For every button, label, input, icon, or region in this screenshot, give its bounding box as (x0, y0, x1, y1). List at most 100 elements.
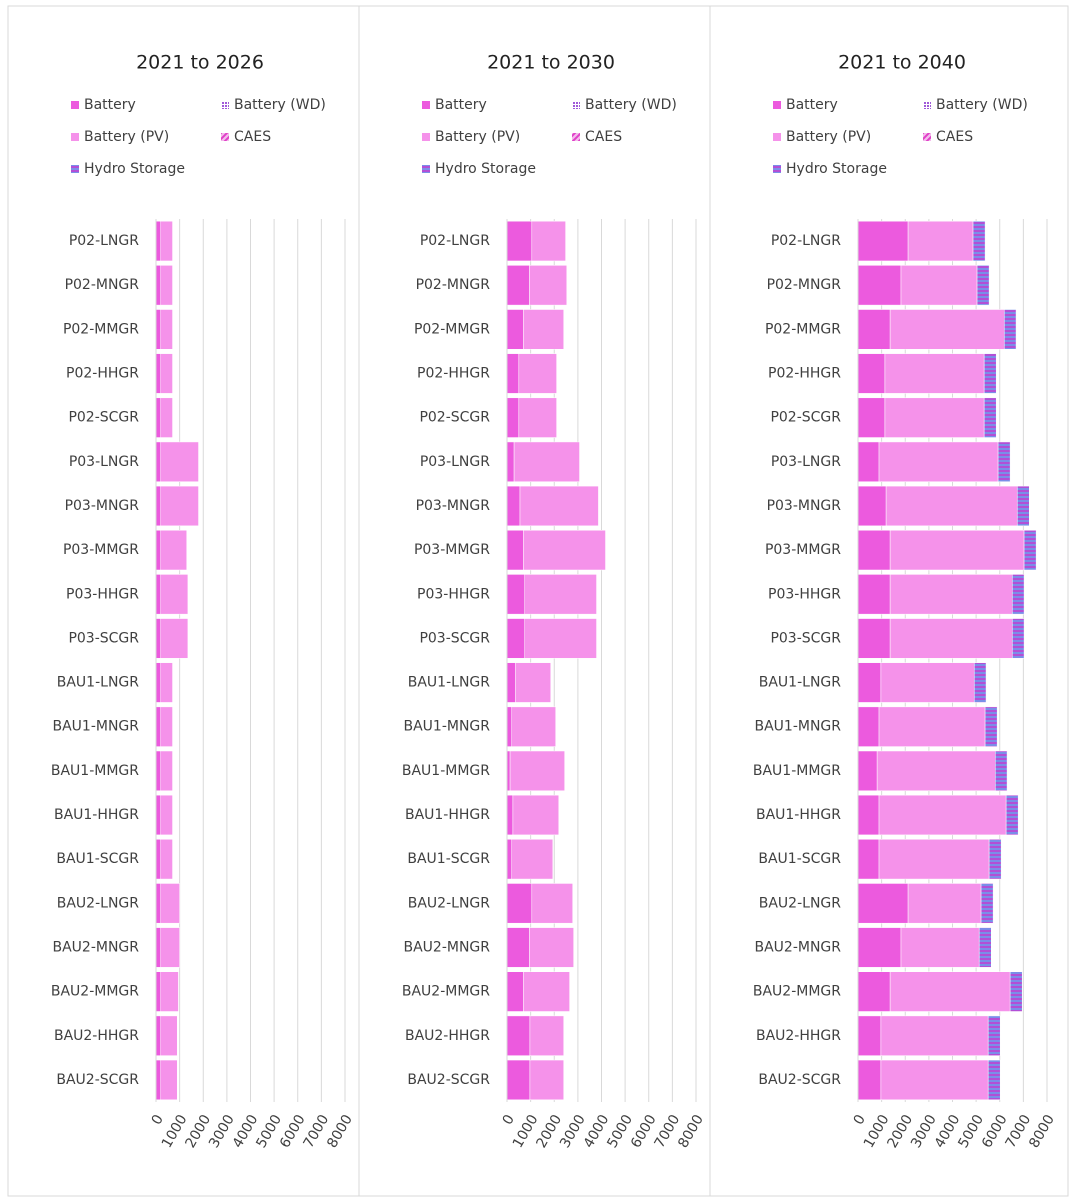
bar-segment (160, 265, 173, 306)
y-tick-label: P02-SCGR (68, 410, 139, 426)
y-tick-label: BAU2-HHGR (405, 1028, 490, 1044)
bar-segment (1009, 971, 1023, 1012)
bar-segment (155, 1015, 161, 1056)
legend-swatch (773, 165, 781, 173)
bar-segment (506, 485, 521, 527)
bar-segment (880, 1015, 989, 1056)
y-tick-label: BAU2-LNGR (57, 895, 140, 911)
y-tick-label: BAU1-SCGR (407, 851, 490, 867)
bar-segment (885, 485, 1018, 527)
legend-label: Hydro Storage (84, 161, 185, 177)
bar-segment (155, 309, 161, 350)
bar-segment (878, 794, 1007, 836)
bar-segment (1023, 530, 1037, 571)
x-tick-label: 0 (851, 1112, 869, 1128)
bar-segment (511, 706, 556, 747)
legend-label: Battery (786, 97, 838, 113)
bar-segment (987, 1059, 1001, 1101)
bar-segment (155, 220, 161, 262)
bar-segment (878, 441, 999, 482)
y-tick-label: BAU1-LNGR (408, 675, 491, 691)
chart-title: 2021 to 2026 (136, 52, 264, 74)
bar-segment (523, 971, 570, 1012)
bar-segment (155, 971, 161, 1012)
bar-segment (506, 618, 525, 659)
bar-segment (160, 662, 173, 703)
y-tick-label: P02-SCGR (770, 410, 841, 426)
legend-swatch (572, 133, 580, 141)
bar-segment (980, 883, 994, 924)
bar-segment (884, 397, 985, 438)
bar-segment (889, 971, 1011, 1012)
bar-segment (160, 309, 173, 350)
y-tick-label: BAU2-HHGR (756, 1028, 841, 1044)
y-tick-label: P02-MNGR (767, 277, 842, 293)
bar-segment (1012, 618, 1025, 659)
bar-segment (857, 441, 880, 482)
legend-swatch (221, 101, 229, 109)
bar-segment (523, 309, 564, 350)
bar-segment (506, 706, 512, 747)
y-tick-label: P03-HHGR (66, 586, 139, 602)
y-tick-label: P03-LNGR (69, 454, 139, 470)
bar-segment (997, 441, 1011, 482)
bar-segment (524, 618, 597, 659)
bar-segment (983, 353, 997, 394)
bar-segment (523, 530, 606, 571)
bar-segment (857, 971, 891, 1012)
bar-segment (857, 618, 891, 659)
chart-title: 2021 to 2040 (838, 52, 966, 74)
bar-segment (518, 353, 557, 394)
legend-swatch (422, 101, 430, 109)
bar-segment (506, 309, 524, 350)
y-tick-label: BAU1-MNGR (754, 719, 841, 735)
bar-segment (857, 265, 902, 306)
y-tick-label: P02-LNGR (771, 233, 841, 249)
y-tick-label: P03-MMGR (63, 542, 139, 558)
legend-swatch (221, 133, 229, 141)
bar-segment (857, 750, 878, 791)
legend-swatch (923, 101, 931, 109)
legend-swatch (773, 133, 781, 141)
bar-segment (519, 485, 599, 527)
bar-segment (889, 530, 1025, 571)
legend-swatch (572, 101, 580, 109)
bar-segment (160, 750, 173, 791)
legend-label: Battery (PV) (786, 129, 871, 145)
y-tick-label: P02-MMGR (414, 321, 490, 337)
y-tick-label: P03-SCGR (770, 630, 841, 646)
y-tick-label: BAU1-HHGR (405, 807, 490, 823)
bar-segment (1003, 309, 1017, 350)
bar-segment (155, 750, 161, 791)
bar-segment (518, 397, 557, 438)
y-tick-label: BAU1-LNGR (759, 675, 842, 691)
bar-segment (857, 706, 880, 747)
bar-segment (506, 441, 515, 482)
bar-segment (506, 1015, 531, 1056)
bar-segment (889, 618, 1013, 659)
bar-segment (155, 883, 161, 924)
bar-segment (506, 662, 516, 703)
bar-segment (900, 927, 980, 968)
bar-segment (506, 574, 525, 615)
bar-segment (878, 839, 990, 880)
bar-segment (506, 397, 520, 438)
y-tick-label: P02-MMGR (765, 321, 841, 337)
bar-segment (876, 750, 996, 791)
bar-segment (506, 971, 524, 1012)
bar-segment (988, 839, 1002, 880)
legend-label: CAES (936, 129, 973, 145)
bar-segment (995, 750, 1008, 791)
bar-segment (509, 750, 565, 791)
y-tick-label: P03-MNGR (767, 498, 842, 514)
bar-segment (506, 353, 520, 394)
bar-segment (155, 927, 161, 968)
bar-segment (155, 530, 161, 571)
bar-segment (857, 353, 886, 394)
bar-segment (857, 530, 891, 571)
bar-segment (155, 706, 161, 747)
bar-segment (506, 220, 533, 262)
bar-segment (976, 265, 990, 306)
legend-swatch (422, 133, 430, 141)
bar-segment (155, 574, 161, 615)
